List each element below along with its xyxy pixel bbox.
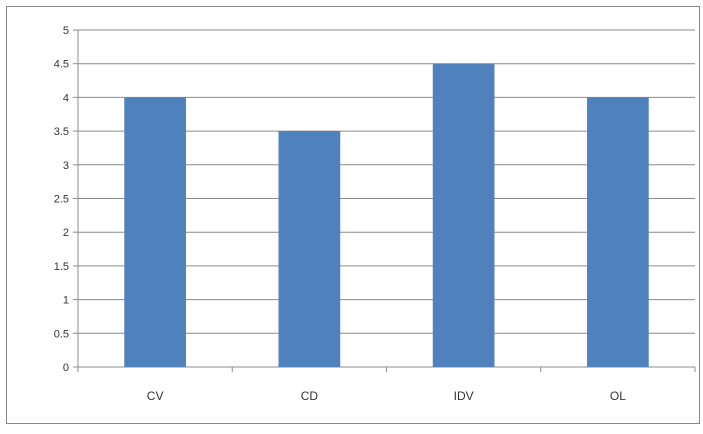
y-tick-label: 3 (63, 160, 69, 172)
x-category-label: CD (301, 389, 319, 403)
y-tick-label: 2.5 (54, 194, 69, 206)
bar-cd (278, 131, 341, 367)
x-category-label: CV (147, 389, 164, 403)
bar-idv (432, 63, 495, 367)
y-tick-label: 1 (63, 295, 69, 307)
y-tick-label: 1.5 (54, 261, 69, 273)
x-category-label: IDV (454, 389, 474, 403)
y-tick-label: 4 (63, 92, 69, 104)
y-tick-label: 5 (63, 25, 69, 37)
x-category-label: OL (610, 389, 626, 403)
bar-chart: 0 0.5 1 1.5 2 2.5 3 3.5 4 4.5 5 CV CD IDV OL (54, 25, 696, 403)
y-tick-label: 0.5 (54, 328, 69, 340)
y-tick-label: 3.5 (54, 126, 69, 138)
y-tick-label: 4.5 (54, 59, 69, 71)
y-tick-label: 2 (63, 227, 69, 239)
chart-area: 0 0.5 1 1.5 2 2.5 3 3.5 4 4.5 5 CV CD IDV OL (6, 6, 700, 424)
bar-cv (124, 97, 186, 368)
y-tick-label: 0 (63, 362, 69, 374)
bar-ol (587, 97, 649, 368)
